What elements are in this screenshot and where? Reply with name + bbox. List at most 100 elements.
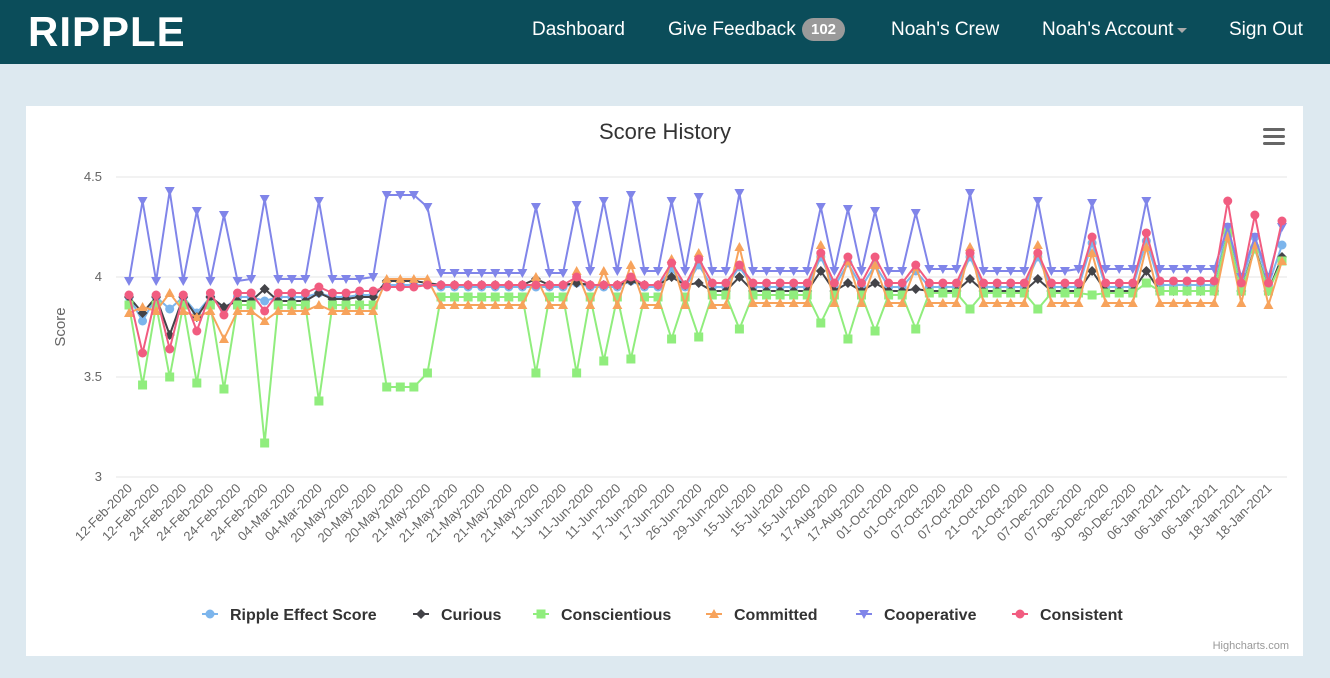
marker bbox=[232, 277, 243, 286]
marker bbox=[992, 278, 1002, 288]
marker bbox=[1059, 267, 1070, 276]
marker bbox=[408, 274, 419, 283]
marker bbox=[408, 191, 419, 200]
marker bbox=[463, 300, 474, 309]
legend-item[interactable]: Cooperative bbox=[856, 607, 977, 624]
menu-bar bbox=[1263, 128, 1285, 131]
marker bbox=[612, 300, 623, 309]
chart: Score History Score Highcharts.com 3 3.5 4… bbox=[52, 119, 1289, 652]
marker bbox=[449, 300, 460, 309]
marker bbox=[1060, 288, 1070, 298]
marker bbox=[816, 318, 826, 328]
marker bbox=[680, 267, 691, 276]
dropdown-caret bbox=[1177, 28, 1187, 33]
marker bbox=[815, 266, 826, 276]
marker bbox=[748, 278, 758, 288]
marker bbox=[639, 300, 650, 309]
marker bbox=[517, 300, 528, 309]
marker bbox=[775, 298, 786, 307]
legend-symbol bbox=[416, 609, 426, 619]
marker bbox=[747, 267, 758, 276]
marker bbox=[273, 288, 283, 298]
marker bbox=[856, 267, 867, 276]
marker bbox=[517, 292, 527, 302]
marker bbox=[476, 300, 487, 309]
marker bbox=[720, 300, 731, 309]
legend-item[interactable]: Consistent bbox=[1012, 607, 1123, 624]
marker bbox=[924, 288, 934, 298]
marker bbox=[626, 354, 636, 364]
legend-item[interactable]: Curious bbox=[413, 607, 502, 624]
nav-link[interactable]: Sign Out bbox=[1229, 19, 1303, 40]
marker bbox=[667, 258, 677, 268]
marker bbox=[965, 274, 976, 284]
nav-link[interactable]: Dashboard bbox=[532, 19, 625, 40]
marker bbox=[761, 298, 772, 307]
legend-item[interactable]: Ripple Effect Score bbox=[202, 607, 377, 624]
marker bbox=[1141, 278, 1151, 288]
marker bbox=[1060, 278, 1070, 288]
legend-label: Cooperative bbox=[884, 607, 977, 624]
legend-label: Consistent bbox=[1040, 607, 1123, 624]
marker bbox=[165, 304, 175, 314]
marker bbox=[572, 368, 582, 378]
marker bbox=[979, 288, 989, 298]
marker bbox=[1019, 298, 1030, 307]
menu-bar bbox=[1263, 142, 1285, 145]
marker bbox=[503, 269, 514, 278]
marker bbox=[843, 252, 853, 262]
marker bbox=[965, 242, 976, 251]
marker bbox=[897, 298, 908, 307]
marker bbox=[191, 207, 202, 216]
marker bbox=[1263, 286, 1273, 296]
legend-item[interactable]: Conscientious bbox=[533, 607, 671, 624]
marker bbox=[747, 298, 758, 307]
marker bbox=[300, 306, 311, 315]
marker bbox=[1101, 278, 1111, 288]
marker bbox=[1033, 304, 1043, 314]
marker bbox=[531, 280, 541, 290]
marker bbox=[503, 300, 514, 309]
marker bbox=[1168, 298, 1179, 307]
nav-link[interactable]: Noah's Account bbox=[1042, 19, 1174, 40]
marker bbox=[842, 205, 853, 214]
logo[interactable]: RIPPLE bbox=[28, 8, 186, 55]
marker bbox=[856, 278, 866, 288]
marker bbox=[138, 348, 148, 358]
y-tick-label: 3 bbox=[95, 469, 102, 484]
marker bbox=[870, 278, 881, 288]
nav-link[interactable]: Noah's Crew bbox=[891, 19, 1000, 40]
marker bbox=[517, 269, 528, 278]
marker bbox=[1032, 197, 1043, 206]
marker bbox=[1127, 265, 1138, 274]
marker bbox=[666, 197, 677, 206]
marker bbox=[300, 275, 311, 284]
marker bbox=[951, 288, 961, 298]
marker bbox=[1019, 278, 1029, 288]
marker bbox=[1277, 240, 1287, 250]
marker bbox=[422, 274, 433, 283]
marker bbox=[1141, 228, 1151, 238]
credit[interactable]: Highcharts.com bbox=[1213, 640, 1289, 652]
legend-item[interactable]: Committed bbox=[706, 607, 818, 624]
marker bbox=[138, 380, 148, 390]
marker bbox=[1182, 276, 1192, 286]
nav-link[interactable]: Give Feedback bbox=[668, 19, 796, 40]
marker bbox=[260, 296, 270, 306]
marker bbox=[1005, 298, 1016, 307]
marker bbox=[762, 278, 772, 288]
legend-symbol bbox=[709, 609, 719, 618]
marker bbox=[124, 290, 134, 300]
marker bbox=[951, 298, 962, 307]
marker bbox=[1019, 267, 1030, 276]
marker bbox=[558, 292, 568, 302]
marker bbox=[233, 300, 243, 310]
menu-button[interactable] bbox=[1263, 128, 1285, 145]
marker bbox=[164, 288, 175, 297]
marker bbox=[1141, 266, 1152, 276]
marker bbox=[856, 298, 867, 307]
marker bbox=[639, 267, 650, 276]
legend-label: Curious bbox=[441, 607, 502, 624]
marker bbox=[1209, 286, 1219, 296]
marker bbox=[1046, 288, 1056, 298]
